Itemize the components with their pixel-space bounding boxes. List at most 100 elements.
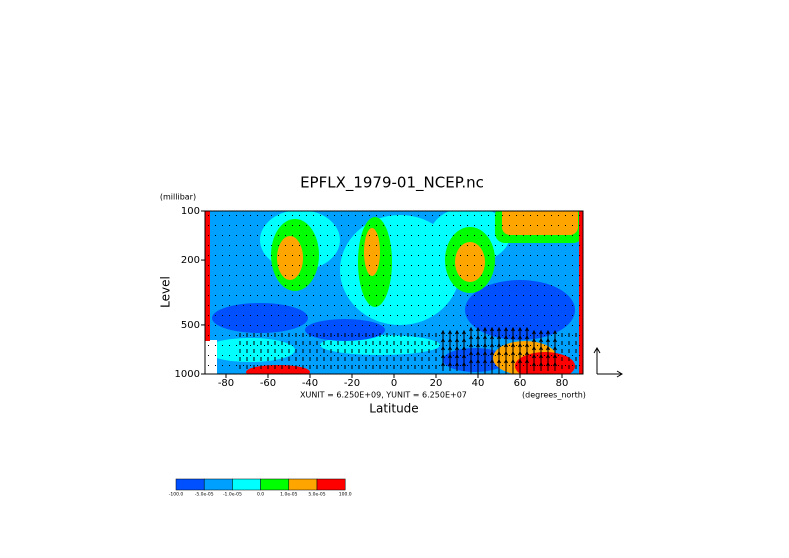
vector-head	[532, 337, 536, 343]
colorbar-label: 0.0	[257, 492, 264, 498]
vector-head	[476, 342, 480, 348]
vector-head	[462, 361, 466, 367]
vector-key	[593, 347, 623, 378]
vector-head	[525, 334, 529, 340]
vector-head	[469, 342, 473, 348]
vector-head	[546, 329, 550, 335]
vector-head	[490, 334, 494, 340]
vector-head	[441, 353, 445, 359]
chart-title: EPFLX_1979-01_NCEP.nc	[300, 174, 484, 193]
vector-head	[448, 345, 452, 351]
colorbar-cell	[175, 478, 205, 491]
colorbar-label: -5.0e-05	[195, 492, 214, 498]
vector-head	[525, 326, 529, 332]
vector-head	[511, 350, 515, 356]
vector-head	[553, 345, 557, 351]
vector-head	[518, 350, 522, 356]
colorbar-cell	[288, 478, 318, 491]
vector-head	[525, 350, 529, 356]
vector-head	[483, 326, 487, 332]
vector-head	[546, 353, 550, 359]
vector-head	[448, 329, 452, 335]
colorbar-cell	[260, 478, 290, 491]
x-tick-label: 20	[430, 378, 443, 389]
vector-head	[448, 353, 452, 359]
vector-head	[553, 337, 557, 343]
vector-head	[525, 342, 529, 348]
vector-head	[462, 337, 466, 343]
vector-head	[511, 358, 515, 364]
vector-head	[455, 345, 459, 351]
annotation: XUNIT = 6.250E+09, YUNIT = 6.250E+07	[300, 391, 467, 400]
vector-head	[511, 334, 515, 340]
vector-head	[532, 329, 536, 335]
vector-head	[504, 334, 508, 340]
vector-head	[462, 345, 466, 351]
vector-head	[476, 350, 480, 356]
x-tick-label: 60	[514, 378, 527, 389]
vectors	[239, 326, 577, 374]
colorbar-label: -100.0	[169, 492, 184, 498]
vector-head	[518, 326, 522, 332]
vector-head	[539, 345, 543, 351]
x-tick-label: -20	[344, 378, 360, 389]
colorbar-label: 100.0	[339, 492, 352, 498]
vector-head	[455, 353, 459, 359]
vector-head	[441, 329, 445, 335]
vector-head	[448, 337, 452, 343]
vector-head	[490, 326, 494, 332]
vector-head	[546, 337, 550, 343]
vector-head	[455, 361, 459, 367]
x-units: (degrees_north)	[522, 391, 586, 400]
x-tick-label: 0	[391, 378, 397, 389]
x-label: Latitude	[369, 402, 418, 416]
x-tick-label: -40	[302, 378, 318, 389]
y-tick-label: 500	[181, 320, 200, 331]
vector-head	[476, 358, 480, 364]
vector-head	[553, 361, 557, 367]
vector-head	[546, 345, 550, 351]
vector-head	[539, 337, 543, 343]
y-tick-label: 100	[181, 206, 200, 217]
vector-head	[504, 342, 508, 348]
vector-head	[532, 353, 536, 359]
colorbar-label: -1.0e-05	[223, 492, 242, 498]
vector-head	[490, 350, 494, 356]
vector-head	[553, 353, 557, 359]
vector-head	[462, 329, 466, 335]
vector-head	[469, 350, 473, 356]
vector-head	[490, 358, 494, 364]
y-units: (millibar)	[160, 193, 196, 202]
vector-head	[462, 353, 466, 359]
x-tick-label: -60	[260, 378, 276, 389]
colorbar-cell	[203, 478, 233, 491]
vector-head	[483, 342, 487, 348]
x-tick-label: -80	[218, 378, 234, 389]
vector-head	[539, 361, 543, 367]
colorbar-cell	[316, 478, 346, 491]
x-tick-label: 80	[556, 378, 569, 389]
vector-head	[553, 329, 557, 335]
vector-head	[532, 345, 536, 351]
vector-head	[483, 334, 487, 340]
vector-head	[441, 337, 445, 343]
vector-head	[455, 337, 459, 343]
vector-head	[497, 326, 501, 332]
vector-head	[511, 326, 515, 332]
vector-head	[518, 342, 522, 348]
vector-head	[441, 345, 445, 351]
vector-head	[455, 329, 459, 335]
vector-head	[497, 350, 501, 356]
vector-head	[504, 358, 508, 364]
vector-head	[504, 326, 508, 332]
vector-head	[511, 342, 515, 348]
contour-field	[205, 211, 583, 374]
vector-head	[539, 329, 543, 335]
vector-head	[504, 350, 508, 356]
vector-head	[476, 326, 480, 332]
vector-head	[525, 358, 529, 364]
vector-head	[497, 358, 501, 364]
vector-head	[483, 358, 487, 364]
vector-head	[532, 361, 536, 367]
